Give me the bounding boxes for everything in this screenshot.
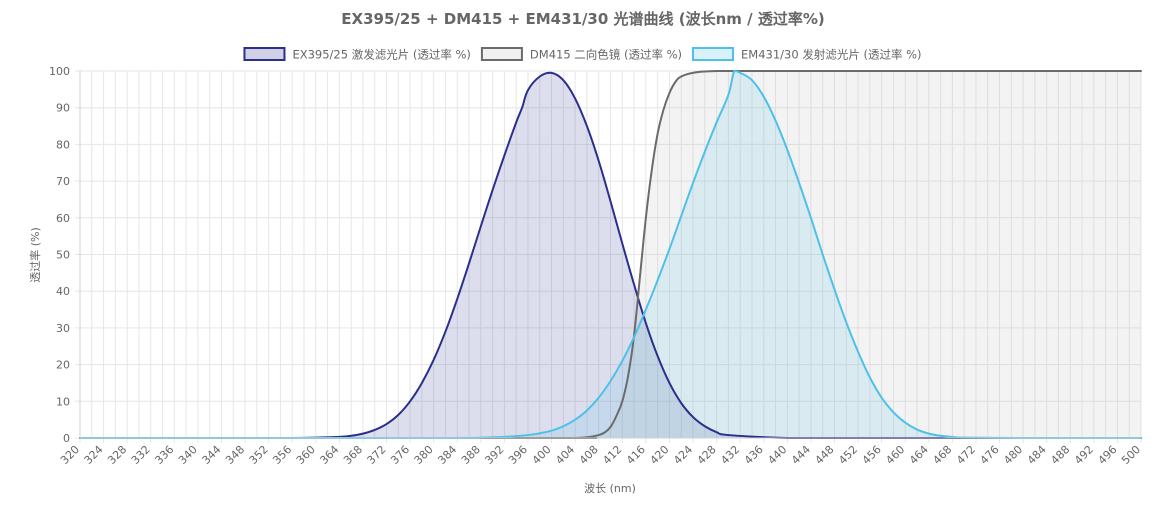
x-tick-label: 388 (459, 443, 483, 467)
x-tick-label: 324 (82, 443, 106, 467)
legend-label: EX395/25 激发滤光片 (透过率 %) (292, 48, 470, 62)
y-tick-label: 90 (56, 102, 70, 115)
legend: EX395/25 激发滤光片 (透过率 %) DM415 二向色镜 (透过率 %)… (243, 47, 922, 62)
legend-label: DM415 二向色镜 (透过率 %) (530, 48, 682, 62)
x-tick-label: 496 (1096, 443, 1120, 467)
legend-item-1[interactable]: EX395/25 激发滤光片 (透过率 %) (243, 47, 471, 62)
x-tick-label: 360 (294, 443, 318, 467)
x-tick-label: 464 (907, 443, 931, 467)
x-tick-label: 452 (836, 443, 860, 467)
series-2-area (80, 71, 1141, 438)
y-tick-label: 50 (56, 249, 70, 262)
y-tick-label: 100 (49, 65, 70, 78)
y-tick-label: 30 (56, 322, 70, 335)
x-tick-label: 344 (200, 443, 224, 467)
x-tick-label: 436 (742, 443, 766, 467)
x-tick-label: 332 (129, 443, 153, 467)
x-tick-label: 412 (600, 443, 624, 467)
grid (75, 70, 1142, 443)
x-tick-label: 432 (718, 443, 742, 467)
series-3-line (79, 70, 1142, 440)
x-tick-label: 340 (176, 443, 200, 467)
y-tick-label: 0 (63, 432, 70, 445)
x-tick-label: 328 (105, 443, 129, 467)
x-tick-label: 420 (648, 443, 672, 467)
legend-swatch (692, 47, 735, 61)
y-tick-label: 70 (56, 175, 70, 188)
series-1-line (79, 71, 1142, 440)
x-tick-label: 392 (482, 443, 506, 467)
x-tick-label: 380 (412, 443, 436, 467)
x-tick-label: 444 (789, 443, 813, 467)
x-tick-label: 352 (247, 443, 271, 467)
legend-swatch (480, 47, 523, 61)
x-tick-label: 372 (365, 443, 389, 467)
x-tick-label: 488 (1048, 443, 1072, 467)
x-tick-label: 396 (506, 443, 530, 467)
x-tick-label: 368 (341, 443, 365, 467)
x-tick-label: 456 (860, 443, 884, 467)
x-tick-label: 480 (1001, 443, 1025, 467)
x-tick-label: 384 (435, 443, 459, 467)
chart-title: EX395/25 + DM415 + EM431/30 光谱曲线 (波长nm /… (341, 10, 824, 28)
y-tick-label: 40 (56, 285, 70, 298)
x-tick-label: 408 (577, 443, 601, 467)
x-tick-label: 448 (813, 443, 837, 467)
x-tick-label: 364 (317, 443, 341, 467)
x-tick-label: 492 (1072, 443, 1096, 467)
legend-item-3[interactable]: EM431/30 发射滤光片 (透过率 %) (692, 47, 922, 62)
y-tick-label: 80 (56, 138, 70, 151)
x-tick-label: 416 (624, 443, 648, 467)
x-tick-label: 400 (530, 443, 554, 467)
x-tick-label: 428 (695, 443, 719, 467)
x-tick-label: 468 (930, 443, 954, 467)
x-axis-title: 波长 (nm) (584, 482, 636, 495)
x-tick-label: 356 (270, 443, 294, 467)
y-tick-label: 60 (56, 212, 70, 225)
x-tick-label: 440 (765, 443, 789, 467)
x-tick-label: 476 (978, 443, 1002, 467)
x-tick-label: 424 (671, 443, 695, 467)
y-axis-title: 透过率 (%) (28, 227, 42, 283)
x-tick-label: 460 (883, 443, 907, 467)
x-tick-label: 500 (1119, 443, 1143, 467)
y-tick-label: 10 (56, 395, 70, 408)
x-tick-label: 348 (223, 443, 247, 467)
x-tick-label: 472 (954, 443, 978, 467)
legend-label: EM431/30 发射滤光片 (透过率 %) (741, 48, 922, 62)
series-1-area (80, 72, 1141, 438)
x-tick-label: 320 (58, 443, 82, 467)
x-tick-label: 404 (553, 443, 577, 467)
x-tick-label: 484 (1025, 443, 1049, 467)
x-tick-label: 336 (152, 443, 176, 467)
x-tick-label: 376 (388, 443, 412, 467)
legend-swatch (243, 47, 286, 61)
y-tick-label: 20 (56, 359, 70, 372)
legend-item-2[interactable]: DM415 二向色镜 (透过率 %) (480, 47, 682, 62)
